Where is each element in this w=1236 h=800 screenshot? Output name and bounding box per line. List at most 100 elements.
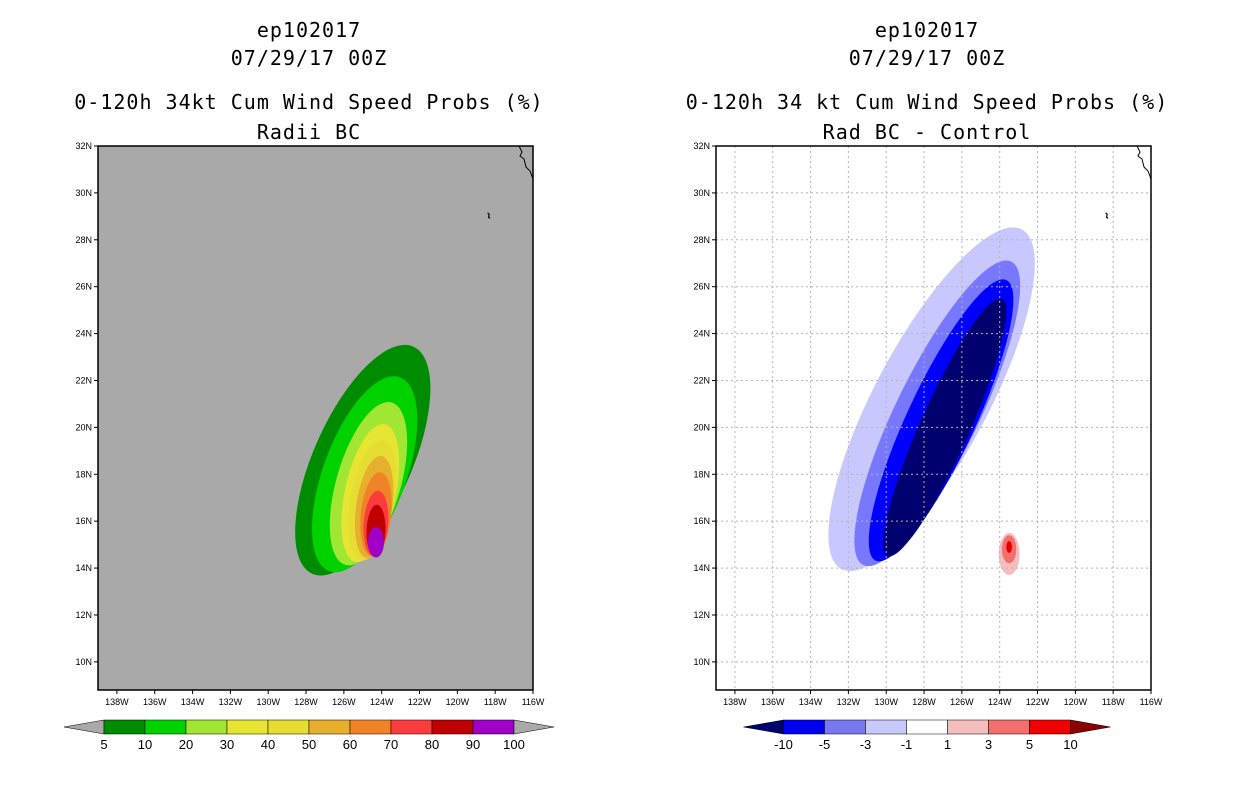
y-tick-label: 16N <box>693 516 710 526</box>
y-tick-label: 12N <box>693 610 710 620</box>
y-tick-label: 24N <box>75 329 92 339</box>
colorbar-label: -1 <box>901 737 913 752</box>
colorbar-label: 50 <box>302 737 316 752</box>
y-tick-label: 20N <box>75 422 92 432</box>
y-tick-label: 24N <box>693 329 710 339</box>
colorbar-segment <box>906 719 948 735</box>
colorbar-label: 20 <box>179 737 193 752</box>
colorbar-label: 5 <box>100 737 107 752</box>
colorbar-segment <box>103 719 146 735</box>
colorbar-under-arrow <box>743 719 784 735</box>
y-tick-label: 12N <box>75 610 92 620</box>
colorbar-segment <box>308 719 351 735</box>
x-tick-label: 138W <box>105 697 129 707</box>
contour-level-neg10 <box>883 298 1007 557</box>
colorbar-segment <box>349 719 392 735</box>
colorbar-label: -5 <box>819 737 831 752</box>
x-tick-label: 128W <box>912 697 936 707</box>
storm-id-title: ep102017 <box>256 18 362 42</box>
colorbar-segment <box>783 719 825 735</box>
probability-map: 138W 136W 134W 132W 130W 128W 126W 124W 122W 120W… <box>63 141 555 752</box>
y-tick-label: 14N <box>75 563 92 573</box>
colorbar-under-arrow <box>63 719 105 735</box>
contour-level-1 <box>955 522 995 572</box>
x-tick-label: 124W <box>988 697 1012 707</box>
y-tick-label: 28N <box>75 235 92 245</box>
plot-frame <box>97 145 534 691</box>
colorbar-label: 5 <box>1026 737 1033 752</box>
product-title: 0-120h 34kt Cum Wind Speed Probs (%) <box>74 90 544 114</box>
colorbar-label: 3 <box>985 737 992 752</box>
x-tick-label: 130W <box>256 697 280 707</box>
x-tick-label: 122W <box>1026 697 1050 707</box>
colorbar-segment <box>824 719 866 735</box>
island-outline <box>487 212 491 219</box>
colorbar-label: 40 <box>261 737 275 752</box>
colorbar-label: 60 <box>343 737 357 752</box>
contour-layer <box>295 344 431 576</box>
colorbar-label: 70 <box>384 737 398 752</box>
colorbar-segment <box>947 719 989 735</box>
colorbar-over-arrow <box>513 719 555 735</box>
plot-frame <box>715 145 1152 691</box>
x-tick-label: 132W <box>837 697 861 707</box>
x-tick-label: 138W <box>723 697 747 707</box>
x-tick-label: 126W <box>332 697 356 707</box>
y-tick-label: 30N <box>693 188 710 198</box>
colorbar-segment <box>226 719 269 735</box>
x-tick-label: 136W <box>143 697 167 707</box>
y-tick-label: 18N <box>693 469 710 479</box>
x-tick-label: 126W <box>950 697 974 707</box>
y-tick-label: 14N <box>693 563 710 573</box>
colorbar-segment <box>431 719 474 735</box>
y-tick-label: 32N <box>693 141 710 151</box>
x-tick-label: 124W <box>370 697 394 707</box>
island-outline <box>1105 212 1109 219</box>
y-tick-label: 16N <box>75 516 92 526</box>
y-tick-label: 28N <box>693 235 710 245</box>
y-tick-label: 18N <box>75 469 92 479</box>
experiment-title: Radii BC <box>256 120 362 144</box>
colorbar-label: 100 <box>503 737 525 752</box>
x-tick-label: 116W <box>1140 697 1163 707</box>
colorbar: -10 -5 -3 -1 1 3 5 10 <box>743 719 1111 752</box>
x-tick-label: 118W <box>484 697 507 707</box>
x-tick-label: 128W <box>294 697 318 707</box>
colorbar-segment <box>988 719 1030 735</box>
y-tick-label: 22N <box>75 375 92 385</box>
grid-lines <box>716 146 1151 690</box>
date-title: 07/29/17 00Z <box>848 46 1006 70</box>
x-tick-label: 118W <box>1102 697 1125 707</box>
y-tick-label: 26N <box>75 282 92 292</box>
y-tick-label: 22N <box>693 375 710 385</box>
colorbar-segment <box>185 719 228 735</box>
storm-id-title: ep102017 <box>874 18 980 42</box>
y-tick-label: 32N <box>75 141 92 151</box>
x-tick-label: 116W <box>522 697 545 707</box>
difference-map: 138W 136W 134W 132W 130W 128W 126W 124W 122W 120W… <box>693 141 1163 752</box>
x-tick-label: 120W <box>1064 697 1088 707</box>
colorbar-label: -10 <box>774 737 793 752</box>
x-tick-label: 134W <box>799 697 823 707</box>
colorbar-label: 10 <box>138 737 152 752</box>
coastline <box>518 145 534 180</box>
y-tick-label: 20N <box>693 422 710 432</box>
y-tick-label: 30N <box>75 188 92 198</box>
experiment-title: Rad BC - Control <box>822 120 1032 144</box>
colorbar-segment <box>472 719 515 735</box>
colorbar-segment <box>1029 719 1071 735</box>
colorbar-segment <box>267 719 310 735</box>
colorbar-label: -3 <box>860 737 872 752</box>
x-tick-label: 134W <box>181 697 205 707</box>
colorbar-segment <box>144 719 187 735</box>
colorbar-over-arrow <box>1070 719 1111 735</box>
colorbar-segment <box>865 719 907 735</box>
left-panel: ep102017 07/29/17 00Z 0-120h 34kt Cum Wi… <box>63 18 555 752</box>
colorbar-label: 80 <box>425 737 439 752</box>
x-tick-label: 130W <box>874 697 898 707</box>
y-tick-label: 26N <box>693 282 710 292</box>
contour-level-10 <box>1006 541 1012 553</box>
colorbar-segment <box>390 719 433 735</box>
colorbar-label: 1 <box>944 737 951 752</box>
colorbar-label: 10 <box>1063 737 1077 752</box>
